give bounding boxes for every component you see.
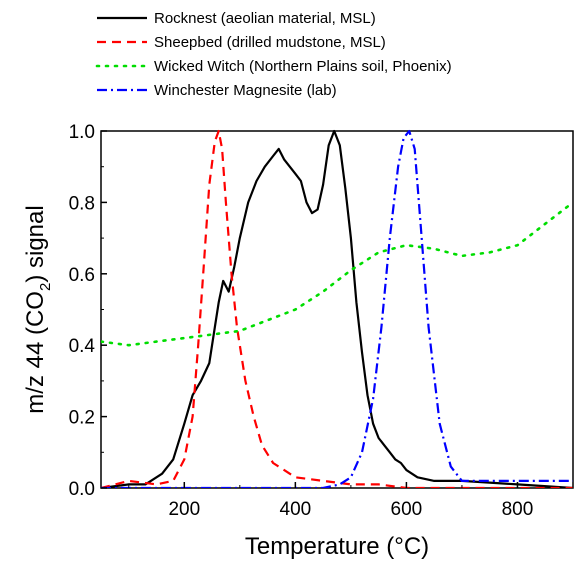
x-axis: 200 400 600 800 (128, 482, 574, 520)
legend-label-1: Rocknest (aeolian material, MSL) (154, 10, 376, 27)
x-tick-label: 600 (391, 499, 423, 520)
plot-area (100, 129, 574, 489)
x-tick-label: 200 (168, 499, 200, 520)
y-axis-title: m/z 44 (CO2) signal (22, 205, 54, 413)
series-line-1 (101, 129, 573, 488)
y-tick-label: 0.8 (69, 193, 95, 214)
legend-label-3: Wicked Witch (Northern Plains soil, Phoe… (154, 58, 452, 75)
y-tick-label: 1.0 (69, 122, 95, 143)
series-line-4 (101, 129, 573, 488)
x-axis-title: Temperature (°C) (245, 533, 429, 560)
y-tick-label: 0.4 (69, 336, 96, 357)
y-axis: 0.0 0.2 0.4 0.6 0.8 1.0 (69, 122, 107, 500)
y-tick-label: 0.2 (69, 408, 95, 429)
legend-label-2: Sheepbed (drilled mudstone, MSL) (154, 34, 386, 51)
y-tick-label: 0.6 (69, 265, 95, 286)
x-tick-label: 800 (502, 499, 534, 520)
plot-frame (100, 130, 574, 489)
series-group (101, 129, 573, 488)
series-line-3 (101, 201, 573, 347)
legend-label-4: Winchester Magnesite (lab) (154, 82, 337, 99)
x-tick-label: 400 (280, 499, 312, 520)
series-line-2 (101, 129, 573, 488)
legend: Rocknest (aeolian material, MSL) Sheepbed… (95, 10, 452, 99)
y-tick-label: 0.0 (69, 479, 95, 500)
